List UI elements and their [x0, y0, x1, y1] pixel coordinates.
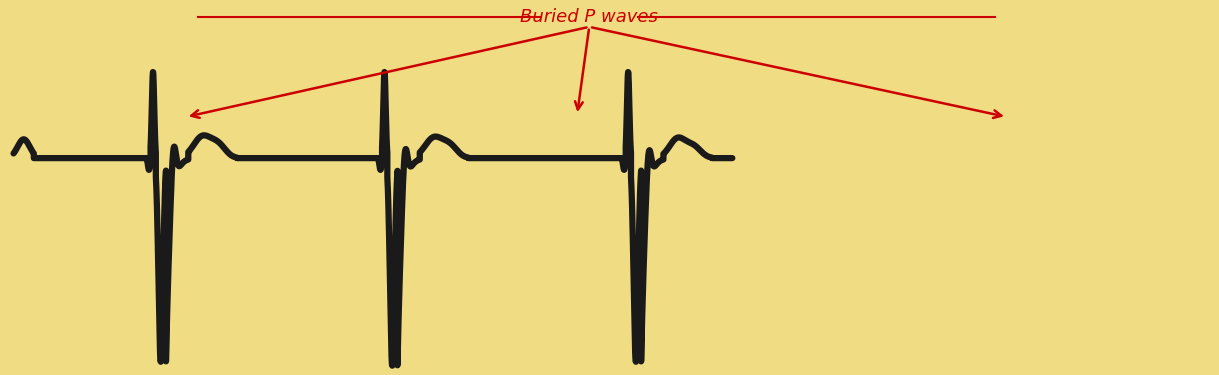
Text: Buried P waves: Buried P waves — [521, 8, 658, 26]
